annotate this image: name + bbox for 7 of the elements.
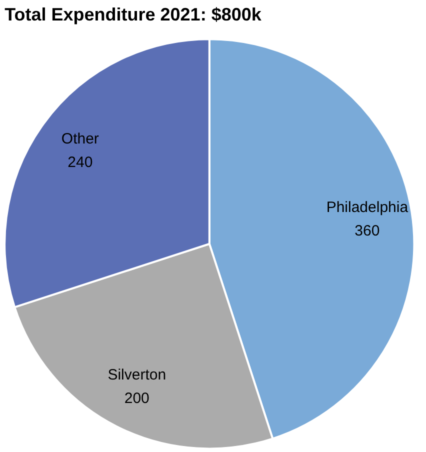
slice-label: Silverton bbox=[108, 366, 166, 384]
slice-label: Philadelphia bbox=[326, 199, 409, 216]
data-label: 360 bbox=[354, 222, 380, 240]
chart-title: Total Expenditure 2021: $800k bbox=[4, 4, 262, 25]
slice-label: Other bbox=[61, 130, 99, 148]
data-label: 240 bbox=[68, 154, 93, 171]
data-label: 200 bbox=[124, 390, 150, 407]
